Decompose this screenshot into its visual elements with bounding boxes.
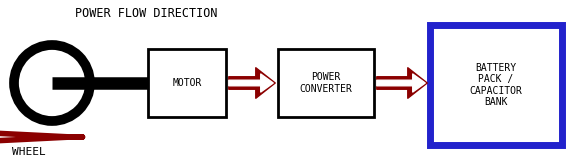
- Text: BATTERY
PACK /
CAPACITOR
BANK: BATTERY PACK / CAPACITOR BANK: [469, 63, 523, 107]
- Text: POWER
CONVERTER: POWER CONVERTER: [300, 72, 352, 94]
- FancyArrowPatch shape: [377, 74, 425, 92]
- Bar: [430, 25, 562, 145]
- Text: MOTOR: MOTOR: [172, 78, 202, 88]
- Text: POWER FLOW DIRECTION: POWER FLOW DIRECTION: [75, 7, 218, 20]
- Bar: [278, 49, 374, 117]
- Bar: [148, 49, 226, 117]
- FancyArrowPatch shape: [229, 74, 273, 92]
- FancyArrowPatch shape: [229, 68, 275, 98]
- Text: WHEEL: WHEEL: [12, 147, 46, 157]
- FancyArrowPatch shape: [377, 68, 427, 98]
